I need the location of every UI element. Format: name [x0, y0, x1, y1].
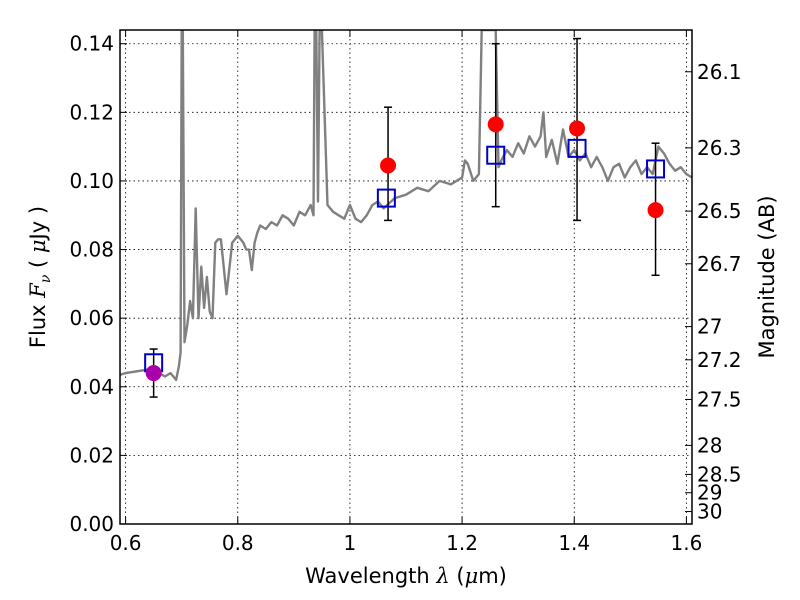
spectrum-line [120, 30, 692, 382]
y-tick-label: 0.02 [69, 443, 114, 467]
y-tick-label: 0.06 [69, 306, 114, 330]
y-axis-label: Flux Fν ( μJy ) [26, 206, 54, 348]
y-tick-label: 0.12 [69, 100, 114, 124]
plot-frame [119, 29, 693, 525]
model-square-marker [646, 159, 666, 179]
observed-point [380, 157, 397, 174]
x-axis-label: Wavelength λ (μm) [305, 564, 507, 588]
y-tick-label: 0.04 [69, 375, 114, 399]
y-tick-label: 0.10 [69, 169, 114, 193]
model-square-marker [376, 188, 396, 208]
mag-tick-label: 30 [697, 500, 722, 524]
mag-tick-label: 26.1 [697, 60, 742, 84]
x-tick-label: 0.6 [110, 531, 142, 555]
mag-tick-label: 27.2 [697, 348, 742, 372]
mag-tick-label: 26.3 [697, 136, 742, 160]
x-tick-label: 1.6 [670, 531, 702, 555]
error-bars [149, 37, 660, 398]
reference-point [145, 365, 162, 382]
mag-tick-label: 28.5 [697, 462, 742, 486]
mag-tick-label: 26.7 [697, 252, 742, 276]
x-tick-label: 1 [344, 531, 357, 555]
axis-ticks: 0.6 0.8 1 1.2 1.4 1.6 0.00 0.02 0.04 0.06 0.08 0.10… [69, 30, 742, 555]
x-tick-label: 0.8 [222, 531, 254, 555]
model-spectrum [120, 30, 692, 382]
x-tick-label: 1.2 [446, 531, 478, 555]
y-tick-label: 0.08 [69, 238, 114, 262]
mag-tick-label: 26.5 [697, 199, 742, 223]
mag-tick-label: 27 [697, 315, 722, 339]
mag-tick-label: 28 [697, 433, 722, 457]
photometry-markers [144, 116, 666, 382]
model-square-marker [567, 138, 587, 158]
observed-point [647, 202, 664, 219]
observed-point [487, 116, 504, 133]
x-tick-label: 1.4 [558, 531, 590, 555]
y-tick-label: 0.14 [69, 32, 114, 56]
model-square-marker [486, 145, 506, 165]
y-tick-label: 0.00 [69, 512, 114, 536]
mag-tick-label: 27.5 [697, 387, 742, 411]
observed-point [569, 120, 586, 137]
y-axis-right-label: Magnitude (AB) [755, 195, 779, 358]
mag-tick-label: 29 [697, 481, 722, 505]
